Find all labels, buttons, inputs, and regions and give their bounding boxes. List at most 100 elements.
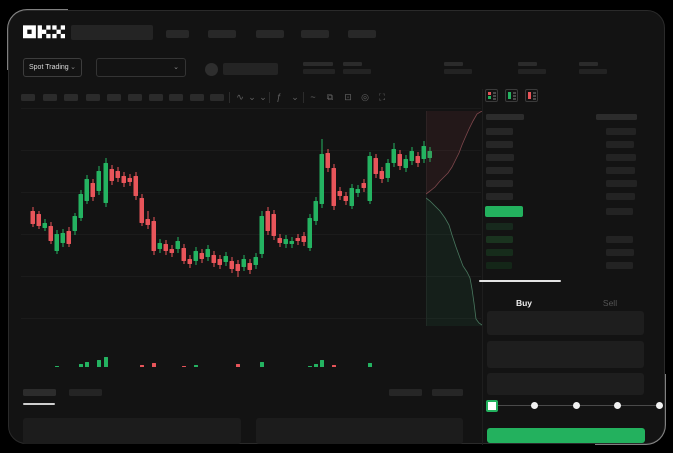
tab-buy[interactable]: Buy	[515, 298, 533, 308]
sidebar-divider	[482, 89, 483, 445]
timeframe-button-3[interactable]	[64, 94, 78, 101]
row-line	[493, 92, 496, 94]
depth-divider	[426, 111, 427, 326]
ask-row-price-1[interactable]	[486, 128, 513, 135]
bottom-action-2[interactable]	[432, 389, 463, 396]
orderbook-combined-view-icon[interactable]	[485, 89, 498, 102]
bottom-tab-1[interactable]	[23, 389, 56, 396]
ask-row-price-4[interactable]	[486, 167, 513, 174]
slider-step-3[interactable]	[614, 402, 621, 409]
bottom-panel-2	[256, 418, 463, 444]
stat-value-5	[579, 69, 607, 74]
toolbar-separator	[269, 92, 270, 103]
nav-item-3[interactable]	[256, 30, 284, 38]
slider-step-2[interactable]	[573, 402, 580, 409]
chart-settings-icon[interactable]: ◎	[361, 92, 369, 102]
row-line	[513, 92, 516, 94]
fullscreen-icon[interactable]: ⛶	[378, 92, 386, 102]
gridline	[21, 150, 481, 151]
okx-logo[interactable]	[23, 25, 65, 44]
orderbook-header-amount	[596, 114, 637, 120]
ask-row-amount-2	[606, 141, 634, 148]
toolbar-separator	[303, 92, 304, 103]
amount-input[interactable]	[487, 341, 644, 368]
timeframe-button-8[interactable]	[169, 94, 183, 101]
nav-item-5[interactable]	[348, 30, 376, 38]
row-line	[533, 98, 536, 100]
timeframe-button-4[interactable]	[86, 94, 100, 101]
bid-row-price-3[interactable]	[486, 249, 513, 256]
ask-row-amount-4	[606, 167, 635, 174]
stat-label-2	[343, 62, 362, 66]
toolbar-separator	[229, 92, 230, 103]
buy-submit-button[interactable]	[487, 428, 645, 443]
pair-avatar[interactable]	[205, 63, 218, 76]
timeframe-button-10[interactable]	[210, 94, 224, 101]
tab-sell[interactable]: Sell	[602, 298, 618, 308]
screenshot-icon[interactable]: ⊡	[344, 92, 352, 102]
chart-type-chevron-icon[interactable]: ⌄	[248, 92, 256, 102]
line-style-icon[interactable]: ~	[310, 92, 316, 102]
row-line	[533, 92, 536, 94]
slider-step-4[interactable]	[656, 402, 663, 409]
indicators-chevron-icon[interactable]: ⌄	[291, 92, 299, 102]
chart-type-icon[interactable]: ∿	[236, 92, 244, 102]
volume-bars	[55, 357, 372, 367]
bid-row-price-2[interactable]	[486, 236, 513, 243]
slider-handle[interactable]	[486, 400, 498, 412]
stat-value-2	[343, 69, 371, 74]
chevron-down-icon: ⌄	[70, 64, 76, 71]
depth-overlay	[426, 111, 482, 326]
bid-row-price-1[interactable]	[486, 223, 513, 230]
pair-selector[interactable]: ⌄	[96, 58, 186, 77]
ask-row-price-3[interactable]	[486, 154, 514, 161]
chevron-down-icon: ⌄	[173, 64, 179, 71]
ask-row-amount-6	[606, 193, 635, 200]
timeframe-button-1[interactable]	[21, 94, 35, 101]
stat-label-5	[579, 62, 598, 66]
candlestick-chart[interactable]	[21, 111, 436, 341]
active-trade-tab-indicator	[479, 280, 561, 282]
row-line	[513, 95, 516, 97]
row-line	[533, 95, 536, 97]
ask-row-amount-3	[606, 154, 636, 161]
bottom-action-1[interactable]	[389, 389, 422, 396]
stat-value-1	[303, 69, 335, 74]
bottom-tab-2[interactable]	[69, 389, 102, 396]
row-line	[493, 95, 496, 97]
timeframe-button-5[interactable]	[107, 94, 121, 101]
bid-mark	[488, 96, 491, 99]
compare-icon[interactable]: ⧉	[326, 92, 334, 102]
orderbook-asks-view-icon[interactable]	[525, 89, 538, 102]
bid-row-amount-2	[606, 236, 633, 243]
nav-item-2[interactable]	[208, 30, 236, 38]
market-type-label: Spot Trading	[29, 64, 69, 71]
orderbook-bids-view-icon[interactable]	[505, 89, 518, 102]
interval-chevron-icon[interactable]: ⌄	[259, 92, 267, 102]
active-tab-underline	[23, 403, 55, 405]
total-input[interactable]	[487, 373, 644, 395]
timeframe-button-9[interactable]	[190, 94, 204, 101]
market-type-selector[interactable]: Spot Trading ⌄	[23, 58, 82, 77]
ask-mark	[528, 92, 531, 99]
app-window: Spot Trading ⌄ ⌄ ∿ ⌄ ⌄ ƒ ⌄ ~ ⧉ ⊡ ◎ ⛶ Buy Sell	[7, 9, 666, 445]
indicators-icon[interactable]: ƒ	[276, 92, 282, 102]
slider-step-1[interactable]	[531, 402, 538, 409]
gridline	[21, 108, 481, 109]
ask-row-price-2[interactable]	[486, 141, 513, 148]
pair-name-placeholder	[223, 63, 278, 75]
ask-row-price-6[interactable]	[486, 193, 513, 200]
bid-row-price-4[interactable]	[486, 262, 512, 269]
nav-item-1[interactable]	[166, 30, 189, 38]
last-price-bar[interactable]	[485, 206, 523, 217]
ask-row-price-5[interactable]	[486, 180, 513, 187]
stat-value-3	[444, 69, 472, 74]
nav-item-4[interactable]	[301, 30, 329, 38]
header-brand-placeholder	[71, 25, 153, 40]
timeframe-button-6[interactable]	[128, 94, 142, 101]
stat-label-1	[303, 62, 333, 66]
gridline	[21, 276, 481, 277]
price-input[interactable]	[487, 311, 644, 335]
timeframe-button-7[interactable]	[149, 94, 163, 101]
timeframe-button-2[interactable]	[43, 94, 57, 101]
